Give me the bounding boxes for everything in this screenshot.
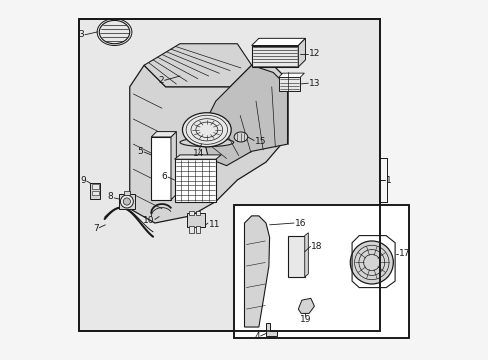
Text: 5: 5	[137, 147, 143, 156]
Text: 8: 8	[108, 192, 113, 201]
Text: 11: 11	[208, 220, 220, 229]
Bar	[79, 19, 379, 330]
Bar	[233, 205, 408, 338]
Ellipse shape	[180, 138, 233, 147]
Polygon shape	[244, 216, 269, 327]
Polygon shape	[129, 65, 287, 223]
Text: 14: 14	[193, 149, 204, 158]
Bar	[187, 213, 204, 227]
Bar	[79, 19, 379, 330]
Polygon shape	[298, 298, 314, 314]
Bar	[124, 191, 129, 195]
Polygon shape	[201, 65, 287, 166]
Text: 1: 1	[386, 176, 391, 185]
Bar	[119, 194, 135, 210]
Text: 17: 17	[398, 249, 409, 258]
Text: 10: 10	[142, 216, 154, 225]
Bar	[92, 184, 99, 189]
Polygon shape	[298, 39, 305, 67]
Text: 9: 9	[80, 176, 86, 185]
Circle shape	[120, 195, 133, 208]
Polygon shape	[144, 44, 251, 87]
Text: 15: 15	[255, 137, 266, 146]
Bar	[189, 226, 193, 233]
Bar	[196, 211, 200, 215]
Polygon shape	[151, 132, 176, 137]
Text: 6: 6	[162, 172, 167, 181]
Bar	[251, 45, 298, 67]
Polygon shape	[304, 233, 308, 277]
Text: 16: 16	[294, 219, 305, 228]
Text: 18: 18	[310, 242, 322, 251]
Polygon shape	[265, 323, 277, 336]
Text: 19: 19	[299, 315, 310, 324]
Text: 3: 3	[78, 30, 83, 39]
Polygon shape	[171, 132, 176, 200]
Circle shape	[123, 198, 130, 205]
Circle shape	[349, 241, 392, 284]
Text: 4: 4	[254, 332, 260, 341]
Bar	[79, 19, 379, 330]
Bar	[196, 226, 200, 233]
Bar	[189, 211, 193, 215]
Bar	[151, 137, 171, 200]
Ellipse shape	[182, 113, 231, 147]
Polygon shape	[251, 39, 305, 45]
Text: 7: 7	[93, 224, 99, 233]
Polygon shape	[278, 73, 304, 77]
Text: 13: 13	[308, 79, 320, 88]
Bar	[92, 191, 99, 195]
Bar	[278, 77, 300, 91]
Bar	[174, 159, 215, 202]
Bar	[287, 235, 304, 277]
Bar	[90, 183, 100, 199]
Ellipse shape	[99, 21, 129, 44]
Polygon shape	[174, 155, 221, 159]
Bar	[233, 205, 408, 338]
Ellipse shape	[234, 132, 247, 142]
Text: 2: 2	[158, 76, 163, 85]
Text: 12: 12	[308, 49, 320, 58]
